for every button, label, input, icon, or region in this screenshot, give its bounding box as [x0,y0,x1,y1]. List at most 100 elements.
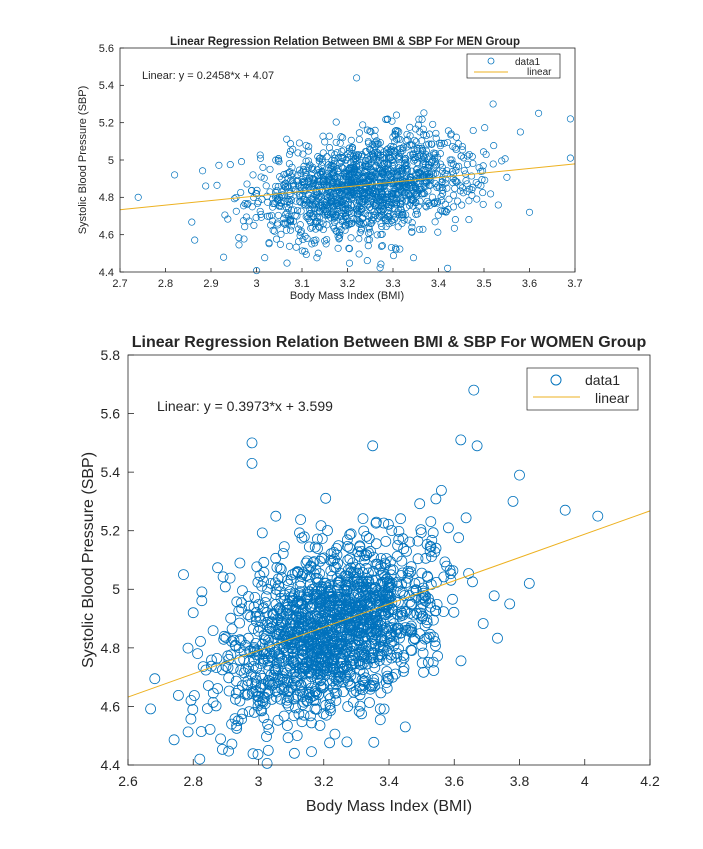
women-x-tick-label: 2.8 [184,773,204,789]
scatter-point [430,199,438,207]
scatter-point [444,565,456,576]
scatter-point [280,197,289,205]
scatter-point [251,663,262,674]
scatter-point [231,720,243,732]
women-x-tick-label: 3.4 [379,773,399,789]
scatter-point [295,139,303,147]
women-x-tick-label: 2.6 [118,773,138,789]
women-x-tick-label: 3.8 [510,773,530,789]
scatter-point [297,228,305,237]
scatter-point [310,204,318,212]
scatter-point [313,598,325,609]
scatter-point [289,666,301,678]
scatter-point [383,149,391,157]
women-y-tick-label: 5.8 [101,347,121,363]
scatter-point [392,246,400,254]
scatter-point [460,166,468,175]
scatter-point [395,206,403,214]
scatter-point [308,556,320,567]
scatter-point [292,566,303,577]
scatter-point [373,158,381,166]
scatter-point [477,182,485,190]
scatter-point [370,517,382,529]
scatter-point [362,567,374,579]
scatter-point [262,182,270,190]
scatter-point [257,210,265,218]
scatter-point [309,541,321,553]
scatter-point [358,679,370,691]
scatter-point [223,672,235,684]
scatter-point [335,221,343,230]
scatter-point [201,703,213,714]
scatter-point [415,115,423,123]
scatter-point [271,686,283,698]
scatter-point [394,632,405,644]
scatter-point [359,195,367,203]
scatter-point [395,184,403,192]
scatter-point [316,213,324,221]
scatter-point [412,535,424,547]
scatter-point [409,184,417,192]
scatter-point [370,633,382,644]
scatter-point [315,155,324,163]
scatter-point [344,598,356,610]
scatter-point [416,567,428,579]
scatter-point [391,199,399,207]
scatter-point [315,203,323,212]
scatter-point [419,125,427,133]
scatter-point [329,728,341,740]
scatter-point [298,247,306,255]
scatter-point [292,243,300,251]
scatter-point [324,600,336,612]
scatter-point [371,163,379,171]
scatter-point [357,513,369,524]
scatter-point [298,709,310,721]
scatter-point [363,218,371,226]
scatter-point [315,224,324,232]
scatter-point [314,629,326,640]
scatter-point [349,193,357,201]
scatter-point [230,693,241,705]
scatter-point [302,598,313,610]
scatter-point [341,213,349,221]
scatter-point [316,553,328,564]
scatter-point [269,577,281,589]
scatter-point [301,232,309,240]
scatter-point [378,703,390,715]
scatter-point [302,250,310,259]
scatter-point [354,179,363,187]
scatter-point [425,140,433,148]
scatter-point [399,622,411,633]
scatter-point [315,668,327,680]
scatter-point [375,560,387,572]
scatter-point [398,164,406,172]
scatter-point [362,182,370,190]
scatter-point [402,158,410,166]
scatter-point [368,205,376,213]
scatter-point [350,658,362,669]
scatter-point [354,683,366,694]
scatter-point [353,205,361,213]
scatter-point [365,652,377,664]
men-y-tick-label: 5 [108,155,114,167]
scatter-point [286,200,294,208]
scatter-point [305,143,313,151]
women-y-tick-label: 4.8 [101,640,121,656]
scatter-point [488,590,500,602]
scatter-point [296,232,304,240]
scatter-point [438,175,446,183]
scatter-point [357,207,365,215]
scatter-point [481,124,489,132]
scatter-point [305,710,316,722]
scatter-point [345,144,353,152]
women-scatter-series [145,384,604,769]
scatter-point [377,260,385,268]
scatter-point [430,151,438,159]
scatter-point [283,209,291,217]
scatter-point [409,633,421,645]
scatter-point [333,666,345,678]
scatter-point [399,590,410,601]
scatter-point [365,229,373,237]
scatter-point [429,120,437,128]
scatter-point [375,202,383,210]
